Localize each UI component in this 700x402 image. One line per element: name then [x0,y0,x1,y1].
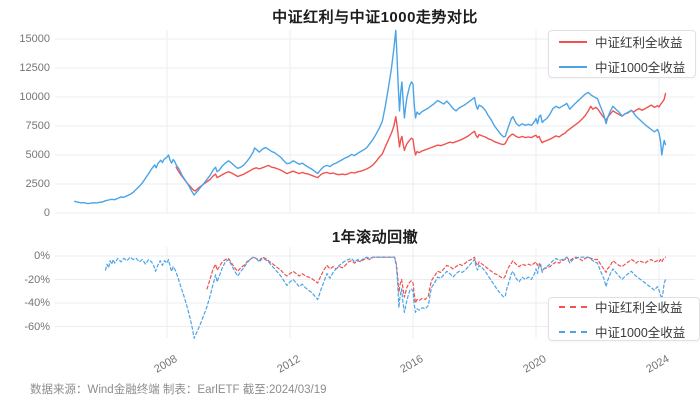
y-tick-label: -20% [24,273,50,286]
legend-label: 中证1000全收益 [595,326,686,340]
y-tick-label: 5000 [25,149,50,161]
legend-line-swatch [559,40,587,43]
series-line-csi-dividend-tr-drawdown [206,256,667,304]
y-tick-label: -60% [24,320,50,333]
series-line-csi-1000-tr [74,29,667,205]
legend-entry: 中证红利全收益 [559,32,683,51]
legend-label: 中证1000全收益 [595,61,686,75]
chart1-legend: 中证红利全收益 中证1000全收益 [548,30,696,78]
y-tick-label: 12500 [19,62,50,74]
legend-line-swatch [559,330,587,333]
legend-label: 中证红利全收益 [595,36,683,50]
legend-entry: 中证红利全收益 [559,297,687,316]
y-tick-label: 15000 [19,33,50,45]
legend-line-swatch [559,65,587,68]
y-tick-label: 7500 [25,120,50,132]
legend-line-swatch [559,305,587,308]
series-line-csi-1000-tr-drawdown [104,256,667,339]
y-tick-label: 0 [43,207,50,219]
data-source-note: 数据来源：Wind金融终端 制表：EarlETF 截至:2024/03/19 [30,384,327,396]
chart2-legend: 中证红利全收益 中证1000全收益 [548,297,700,341]
series-line-csi-dividend-tr [175,92,667,192]
y-tick-label: 2500 [25,178,50,190]
chart1-title: 中证红利与中证1000走势对比 [272,9,478,26]
y-tick-label: 0% [34,250,50,262]
y-tick-label: 10000 [19,91,50,103]
legend-entry: 中证1000全收益 [559,322,687,341]
legend-label: 中证红利全收益 [595,301,683,315]
y-tick-label: -40% [24,297,50,309]
legend-entry: 中证1000全收益 [559,57,686,76]
chart2-title: 1年滚动回撤 [331,229,419,246]
